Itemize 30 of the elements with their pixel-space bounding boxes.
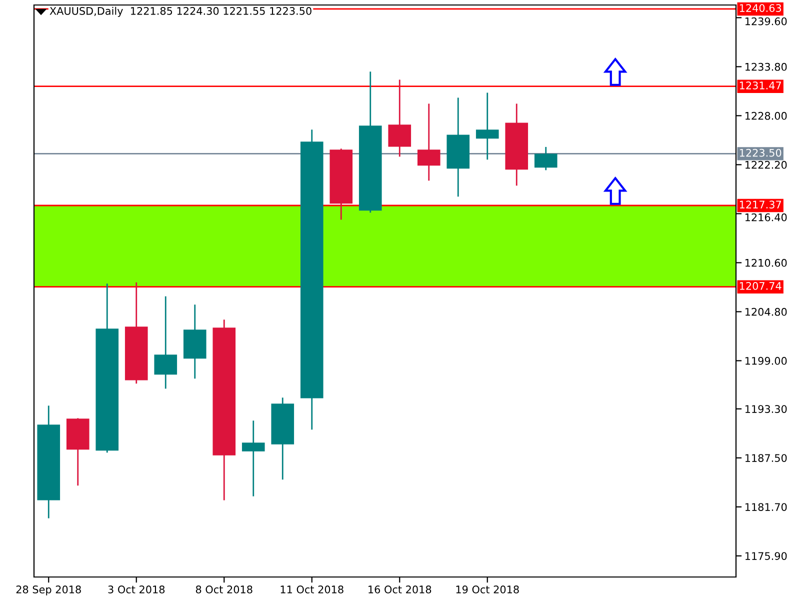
y-tick-label: 1222.20 [745, 160, 787, 169]
x-tick-label: 16 Oct 2018 [368, 586, 432, 594]
ref-line-label: 1223.50 [740, 148, 782, 157]
y-tick-label: 1199.00 [745, 356, 787, 365]
y-tick-label: 1204.80 [745, 308, 787, 316]
ref-line-label: 1231.47 [740, 82, 781, 90]
y-tick-label: 1193.30 [745, 405, 787, 413]
y-tick-label: 1233.80 [745, 62, 787, 71]
candlestick [417, 102, 440, 182]
y-tick-label: 1175.90 [745, 552, 787, 560]
y-tick-label: 1216.40 [745, 213, 787, 222]
y-tick-label: 1239.60 [745, 17, 787, 26]
candlestick [242, 420, 265, 498]
x-tick-label: 11 Oct 2018 [280, 586, 344, 594]
x-tick-label: 3 Oct 2018 [108, 586, 165, 594]
candlestick [388, 78, 412, 158]
y-tick-label: 1181.70 [745, 503, 787, 511]
x-tick-label: 28 Sep 2018 [16, 586, 81, 596]
candlestick [154, 296, 178, 390]
ref-line-label: 1217.37 [740, 200, 781, 209]
y-tick-label: 1228.00 [745, 112, 787, 120]
ref-line-label: 1207.74 [740, 282, 782, 290]
y-tick-label: 1187.50 [745, 454, 787, 462]
ref-line-label: 1240.63 [740, 4, 782, 12]
candlestick [476, 92, 499, 160]
x-tick-label: 19 Oct 2018 [456, 586, 519, 594]
chart-title: XAUUSD,Daily 1221.85 1224.30 1221.55 1223.50 [50, 6, 312, 17]
y-tick-label: 1210.60 [745, 258, 787, 267]
candlestick [534, 146, 558, 171]
x-tick-label: 8 Oct 2018 [196, 586, 252, 594]
